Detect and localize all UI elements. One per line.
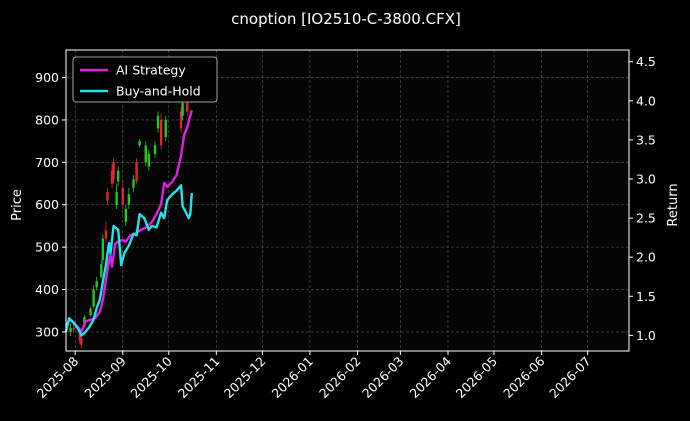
candle [138, 139, 141, 148]
y-left-tick-label: 300 [35, 324, 59, 339]
candle-body [124, 208, 128, 222]
candle-body [181, 102, 184, 116]
y-right-tick-label: 2.0 [636, 250, 656, 265]
candle [110, 164, 114, 188]
candle-body [147, 153, 151, 167]
candle [69, 323, 72, 337]
candle [159, 113, 163, 150]
y-right-tick-label: 3.5 [636, 132, 656, 147]
y-left-tick-label: 700 [35, 155, 59, 170]
candle [106, 187, 109, 205]
candle-body [116, 170, 120, 182]
grid [66, 50, 629, 351]
candle-body [138, 141, 141, 146]
candle-body [104, 230, 108, 239]
candle-body [121, 187, 124, 205]
y-left-tick-label: 800 [35, 112, 59, 127]
candle [116, 166, 120, 186]
candle-body [144, 145, 147, 163]
candle-body [78, 334, 82, 341]
series-line-buy-and-hold [64, 184, 193, 337]
candle [72, 324, 75, 332]
candle-body [159, 119, 163, 146]
y-left-tick-label: 400 [35, 282, 59, 297]
candle-body [95, 281, 98, 288]
candle [135, 158, 138, 184]
candle-body [179, 111, 183, 129]
legend: AI Strategy Buy-and-Hold [72, 56, 218, 103]
candle-body [110, 170, 114, 184]
candle [104, 221, 108, 243]
candle [100, 259, 103, 279]
candle-body [153, 145, 157, 154]
candle-body [89, 308, 92, 315]
candle-body [164, 119, 167, 137]
candle-body [101, 238, 105, 260]
candle [164, 115, 167, 142]
candle-body [112, 162, 115, 180]
y-axis-right-label: Return [666, 183, 681, 226]
y-axis-right: 1.0 1.5 2.0 2.5 3.0 3.5 4.0 4.5 [629, 54, 656, 343]
y-axis-left: 300 400 500 600 700 800 900 [35, 70, 66, 339]
y-right-tick-label: 4.0 [636, 93, 656, 108]
y-right-tick-label: 2.5 [636, 211, 656, 226]
candle-body [115, 192, 118, 205]
y-left-tick-label: 900 [35, 70, 59, 85]
candle [144, 141, 147, 167]
candle-body [69, 327, 72, 332]
candle [147, 149, 151, 171]
candle-body [80, 338, 83, 345]
candle-body [135, 162, 138, 182]
plot-border [65, 49, 630, 352]
candle-body [100, 264, 103, 277]
chart-title: cnoption [IO2510-C-3800.CFX] [231, 10, 461, 28]
candle-body [72, 327, 75, 330]
candle [80, 336, 83, 349]
y-left-tick-label: 600 [35, 197, 59, 212]
candle [121, 179, 124, 209]
y-axis-left-label: Price [10, 189, 25, 221]
candle-body [92, 289, 95, 307]
candle [115, 183, 118, 209]
candle-body [185, 94, 189, 112]
candle [112, 158, 115, 184]
legend-box [72, 56, 218, 103]
candle [92, 285, 95, 309]
candle [101, 234, 105, 265]
y-left-tick-label: 500 [35, 240, 59, 255]
legend-label-ai-strategy: AI Strategy [116, 63, 186, 78]
series-line-ai-strategy [64, 109, 193, 333]
candle [89, 306, 92, 318]
y-right-tick-label: 4.5 [636, 54, 656, 69]
candle [132, 175, 135, 193]
candle [153, 141, 157, 159]
candle-body [106, 192, 109, 201]
y-right-tick-label: 1.5 [636, 289, 656, 304]
candle [156, 111, 160, 133]
candle-body [156, 115, 160, 129]
candle [124, 204, 128, 226]
candle [179, 107, 183, 133]
candle [95, 276, 98, 291]
y-right-tick-label: 3.0 [636, 172, 656, 187]
candle-body [127, 194, 131, 205]
legend-label-buy-and-hold: Buy-and-Hold [116, 84, 201, 99]
candle-body [83, 317, 86, 324]
candle-body [132, 179, 135, 188]
series-lines [64, 109, 193, 337]
y-right-tick-label: 1.0 [636, 328, 656, 343]
candle [127, 187, 131, 209]
